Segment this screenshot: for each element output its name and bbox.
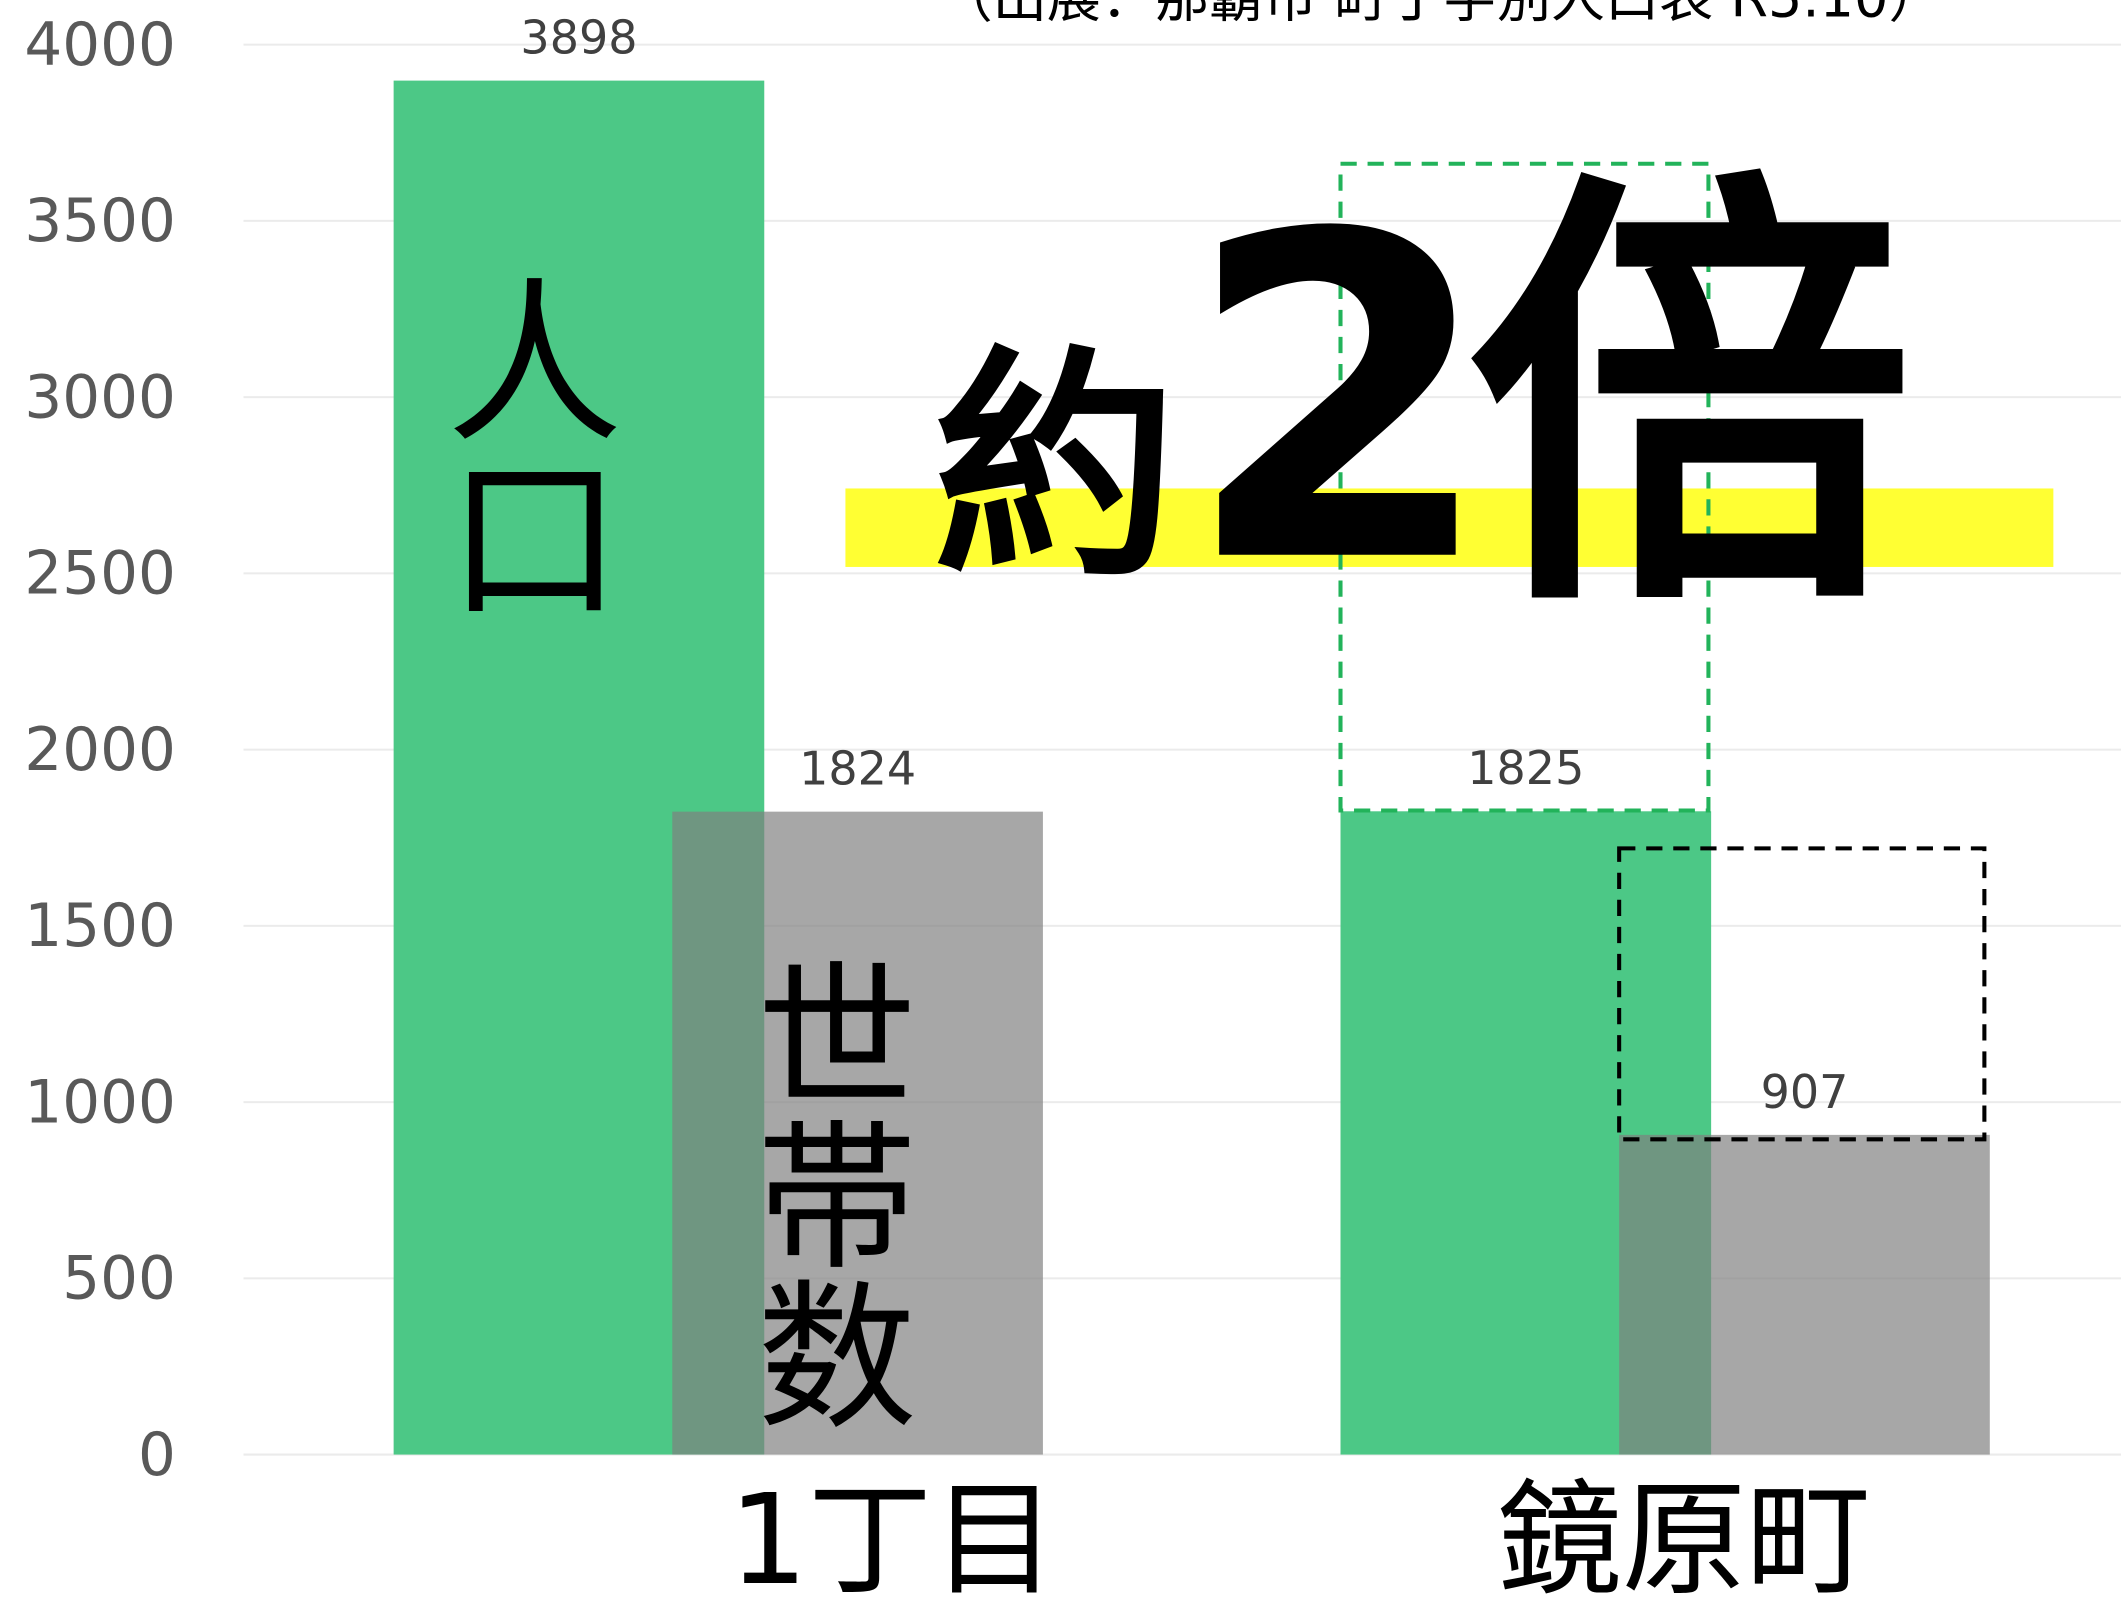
x-tick-label: 鏡原町	[1497, 1468, 1870, 1598]
value-label: 3898	[520, 11, 637, 65]
highlight-band	[845, 488, 2054, 567]
value-label: 1825	[1467, 741, 1584, 795]
annotation: 約	[933, 327, 1176, 610]
y-tick-label: 2000	[24, 716, 175, 785]
y-tick-label: 2500	[24, 540, 175, 609]
bar	[1619, 1134, 1990, 1455]
y-tick-label: 4000	[24, 11, 175, 80]
series-label: 人口	[416, 271, 620, 623]
series-label: 世帯数	[729, 954, 915, 1433]
x-tick-label: 1丁目	[729, 1468, 1057, 1598]
y-tick-label: 0	[138, 1421, 176, 1490]
y-tick-label: 1000	[24, 1068, 175, 1137]
bar	[672, 811, 1043, 1455]
annotation: 2倍	[1184, 142, 1907, 661]
dashed-box	[1338, 161, 1711, 813]
subtitle: （出展：那覇市 町丁字別人口表 R5.10）	[939, 0, 1943, 29]
value-label: 907	[1761, 1065, 1849, 1119]
dashed-box	[1617, 846, 1987, 1142]
y-tick-label: 3500	[24, 187, 175, 256]
y-tick-label: 3000	[24, 363, 175, 432]
y-tick-label: 1500	[24, 892, 175, 961]
value-label: 1824	[799, 742, 916, 796]
y-tick-label: 500	[62, 1245, 176, 1314]
